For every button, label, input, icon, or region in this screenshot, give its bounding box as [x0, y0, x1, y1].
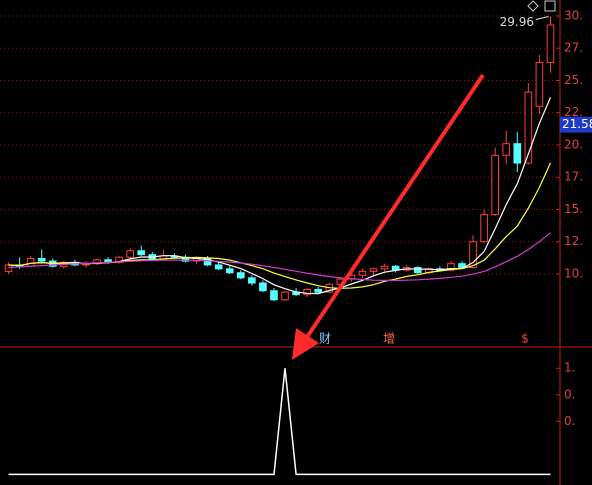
- candle-body: [281, 291, 289, 301]
- y-tick-label: 1.: [564, 361, 575, 375]
- candle-body: [535, 61, 544, 107]
- candle-body: [248, 277, 256, 284]
- candle-body: [270, 290, 278, 301]
- candle-body: [502, 143, 511, 156]
- signal-marker: 增: [383, 332, 395, 346]
- annotation-arrow: [292, 73, 485, 360]
- candle-body: [26, 258, 35, 267]
- y-tick-label: 20.: [564, 137, 583, 151]
- y-tick-label: 0.: [564, 387, 575, 401]
- moving-average-line: [8, 232, 551, 281]
- candle-body: [491, 154, 499, 216]
- high-pointer: [535, 16, 549, 20]
- y-tick-label: 27.: [564, 41, 583, 55]
- high-label: 29.96: [500, 15, 534, 29]
- icon-window[interactable]: [544, 0, 556, 12]
- y-tick-label: 12.: [564, 234, 583, 248]
- candle-body: [203, 258, 212, 266]
- signal-marker: $: [521, 332, 529, 346]
- y-tick-label: 17.: [564, 170, 583, 184]
- candle-body: [259, 282, 267, 292]
- last-price-box: [560, 116, 592, 133]
- candle-body: [314, 288, 323, 293]
- candle-body: [137, 250, 146, 256]
- candle-body: [214, 264, 223, 270]
- candle-body: [458, 263, 466, 269]
- candle-body: [4, 264, 13, 272]
- candle-body: [225, 268, 234, 274]
- candle-body: [236, 272, 245, 279]
- candle-body: [524, 91, 533, 164]
- candle-body: [469, 241, 477, 269]
- candle-body: [37, 258, 46, 262]
- candle-body: [369, 268, 378, 272]
- candle-body: [413, 267, 422, 274]
- y-tick-label: 22.: [564, 105, 583, 119]
- y-tick-label: 10.: [564, 266, 583, 280]
- y-tick-label: 15.: [564, 202, 583, 216]
- plot-area: 30. 27. 25. 22. 20. 17. 15. 12. 10. 21.58 29.96 财 增 $…: [0, 8, 592, 476]
- last-price-label: 21.58: [562, 117, 592, 131]
- candle-body: [447, 263, 455, 271]
- arrow-shaft: [303, 73, 485, 342]
- y-tick-label: 0.: [564, 414, 575, 428]
- icon-diamond[interactable]: [527, 0, 539, 12]
- candle-body: [126, 250, 135, 258]
- y-tick-label: 25.: [564, 73, 583, 87]
- candle-body: [480, 214, 488, 243]
- candle-body: [380, 265, 389, 270]
- y-tick-label: 30.: [564, 8, 583, 22]
- arrow-head: [292, 328, 319, 360]
- candle-body: [303, 288, 311, 296]
- candle-body: [513, 143, 522, 164]
- candle-body: [358, 270, 367, 276]
- candle-body: [546, 24, 555, 63]
- signal-line: [8, 368, 551, 476]
- signal-marker: 财: [319, 332, 331, 346]
